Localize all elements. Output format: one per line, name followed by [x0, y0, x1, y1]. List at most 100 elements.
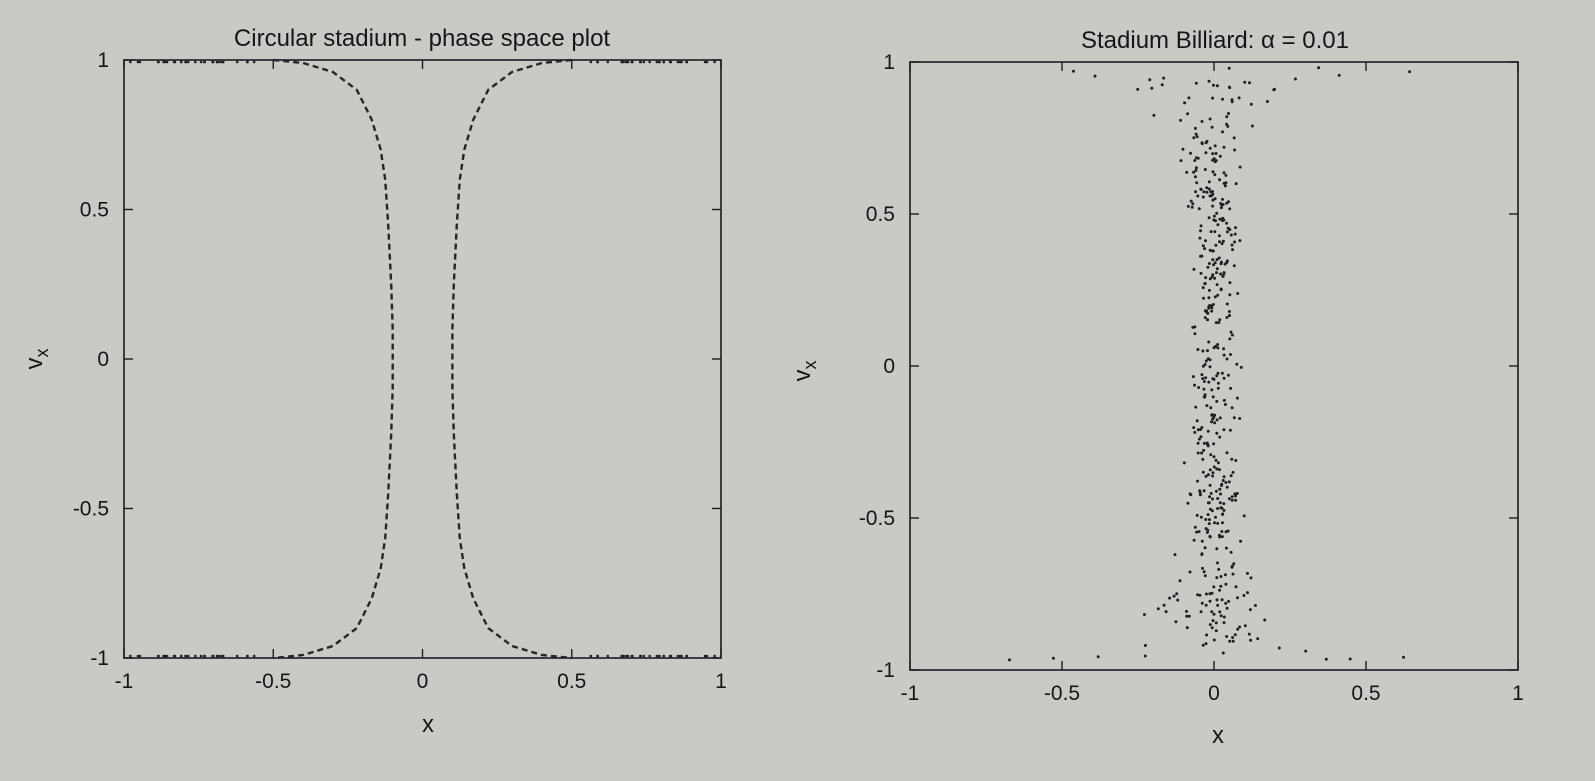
edge-point [627, 61, 630, 64]
scatter-point [1209, 600, 1212, 603]
scatter-point [1220, 530, 1223, 533]
scatter-point [1182, 148, 1185, 151]
scatter-point [1097, 655, 1100, 658]
scatter-point [1199, 428, 1202, 431]
scatter-point [1211, 626, 1214, 629]
scatter-point [1214, 144, 1217, 147]
y-tick-label: -0.5 [73, 498, 109, 521]
edge-point [656, 61, 659, 64]
scatter-point [1186, 112, 1189, 115]
scatter-point [1221, 513, 1224, 516]
edge-point [139, 655, 142, 658]
scatter-point [1204, 239, 1207, 242]
scatter-point [1196, 195, 1199, 198]
edge-point [680, 655, 683, 658]
scatter-point [1143, 613, 1146, 616]
scatter-point [1174, 620, 1177, 623]
scatter-point [1216, 223, 1219, 226]
y-tick-label: 0.5 [80, 199, 109, 222]
scatter-point [1185, 610, 1188, 613]
scatter-point [1325, 658, 1328, 661]
scatter-point [1052, 657, 1055, 660]
scatter-point [1205, 141, 1208, 144]
scatter-point [1224, 184, 1227, 187]
scatter-point [1227, 530, 1230, 533]
edge-point [658, 61, 661, 64]
edge-point [669, 61, 672, 64]
scatter-point [1246, 591, 1249, 594]
scatter-point [1201, 142, 1204, 145]
scatter-point [1205, 634, 1208, 637]
edge-point [253, 61, 256, 64]
scatter-point [1204, 518, 1207, 521]
scatter-point [1200, 373, 1203, 376]
scatter-point [1202, 244, 1205, 247]
scatter-point [1224, 181, 1227, 184]
scatter-point [1204, 151, 1207, 154]
scatter-point [1235, 182, 1238, 185]
scatter-point [1223, 377, 1226, 380]
scatter-point [1207, 341, 1210, 344]
edge-point [621, 61, 624, 64]
edge-point [246, 655, 249, 658]
scatter-point [1195, 133, 1198, 136]
scatter-point [1204, 376, 1207, 379]
scatter-point [1220, 483, 1223, 486]
scatter-point [1192, 171, 1195, 174]
scatter-point [1209, 406, 1212, 409]
scatter-point [1165, 610, 1168, 613]
scatter-point [1222, 652, 1225, 655]
scatter-point [1216, 418, 1219, 421]
scatter-point [1230, 551, 1233, 554]
scatter-point [1207, 430, 1210, 433]
edge-point [194, 61, 197, 64]
scatter-point [1236, 292, 1239, 295]
edge-point [203, 61, 206, 64]
scatter-point [1216, 522, 1219, 525]
scatter-point [1203, 570, 1206, 573]
scatter-point [1240, 366, 1243, 369]
scatter-point [1304, 650, 1307, 653]
scatter-point [1201, 552, 1204, 555]
scatter-point [1219, 416, 1222, 419]
edge-point [643, 61, 646, 64]
scatter-point [1197, 157, 1200, 160]
edge-point [713, 61, 716, 64]
scatter-point [1222, 347, 1225, 350]
scatter-point [1193, 539, 1196, 542]
scatter-point [1228, 480, 1231, 483]
scatter-point [1205, 604, 1208, 607]
scatter-point [1233, 149, 1236, 152]
scatter-point [1212, 471, 1215, 474]
edge-point [200, 655, 203, 658]
scatter-point [1216, 84, 1219, 87]
scatter-point [1215, 621, 1218, 624]
chart-title: Stadium Billiard: α = 0.01 [1081, 27, 1349, 54]
scatter-point [1229, 429, 1232, 432]
phase-space-chart: Circular stadium - phase space plot x vx… [21, 25, 727, 738]
scatter-point [1402, 656, 1405, 659]
scatter-point [1204, 276, 1207, 279]
scatter-point [1263, 619, 1266, 622]
scatter-point [1230, 234, 1233, 237]
x-tick-label: 1 [715, 670, 727, 693]
scatter-point [1238, 239, 1241, 242]
edge-point [685, 655, 688, 658]
x-tick-label: -1 [115, 670, 134, 693]
scatter-point [1217, 568, 1220, 571]
scatter-point [1227, 600, 1230, 603]
scatter-point [1230, 474, 1233, 477]
scatter-point [1207, 513, 1210, 516]
scatter-point [1210, 610, 1213, 613]
scatter-point [1221, 98, 1224, 101]
scatter-point [1236, 628, 1239, 631]
y-tick-labels: 1 0.5 0 -0.5 -1 [859, 51, 895, 682]
scatter-point [1228, 281, 1231, 284]
scatter-point [1072, 70, 1075, 73]
scatter-point [1238, 96, 1241, 99]
svg-text:vx: vx [21, 349, 52, 370]
scatter-point [1202, 190, 1205, 193]
y-axis-label-sub: x [800, 361, 820, 370]
scatter-point [1228, 293, 1231, 296]
scatter-point [1205, 593, 1208, 596]
